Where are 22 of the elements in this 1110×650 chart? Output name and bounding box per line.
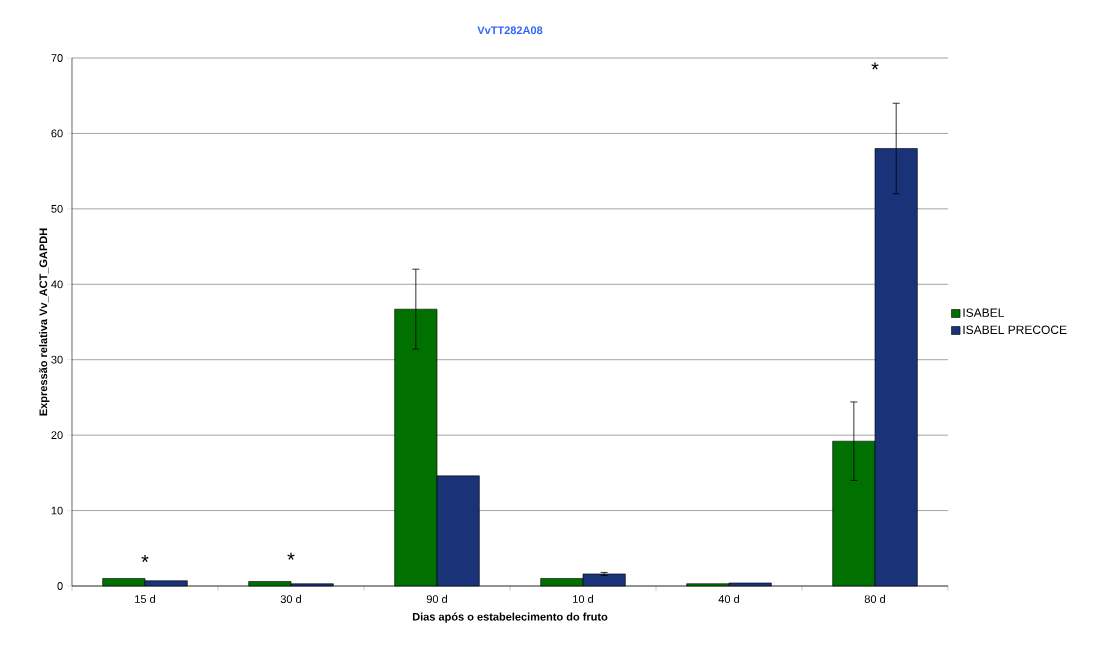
y-tick-label: 70 — [51, 54, 63, 62]
x-tick-label: 10 d — [573, 594, 593, 603]
y-tick-label: 50 — [51, 204, 63, 213]
x-axis-title: Dias após o estabelecimento do fruto — [412, 612, 608, 623]
x-tick-label: 15 d — [135, 594, 155, 603]
x-tick-label: 30 d — [280, 594, 301, 603]
annotation: * — [287, 552, 295, 560]
y-axis-title: Expressão relativa Vv_ACT_GAPDH — [39, 228, 50, 416]
y-tick-label: 10 — [51, 506, 63, 515]
y-tick-label: 30 — [51, 355, 63, 364]
x-tick-label: 40 d — [718, 594, 739, 603]
x-tick-label: 80 d — [864, 594, 885, 603]
legend-label: ISABEL PRECOCE — [963, 325, 1067, 334]
y-tick-label: 40 — [51, 280, 63, 289]
y-tick-label: 60 — [51, 129, 63, 138]
chart-title: VvTT282A08 — [477, 26, 543, 35]
legend-label: ISABEL — [963, 308, 1004, 317]
x-tick-label: 90 d — [426, 594, 447, 603]
y-tick-label: 20 — [51, 431, 63, 440]
annotation: * — [871, 62, 879, 70]
y-tick-label: 0 — [57, 582, 63, 590]
annotation: * — [141, 554, 149, 562]
